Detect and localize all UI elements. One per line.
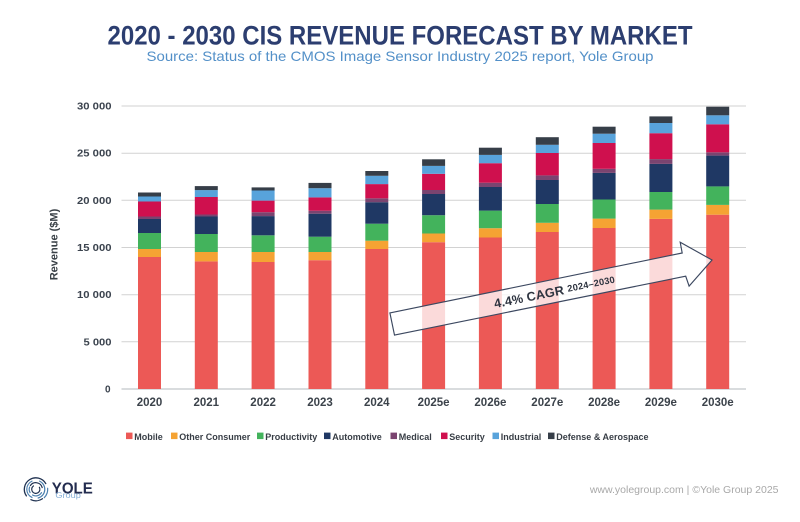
svg-text:2020: 2020 xyxy=(137,397,163,409)
svg-text:2027e: 2027e xyxy=(531,397,563,409)
svg-text:Automotive: Automotive xyxy=(332,432,382,442)
svg-text:Group: Group xyxy=(55,491,81,500)
svg-text:Revenue ($M): Revenue ($M) xyxy=(48,208,60,280)
svg-text:Other Consumer: Other Consumer xyxy=(179,432,251,442)
svg-text:Security: Security xyxy=(449,432,485,442)
svg-text:YOLE: YOLE xyxy=(52,481,93,498)
svg-text:2029e: 2029e xyxy=(645,397,677,409)
svg-text:2028e: 2028e xyxy=(588,397,620,409)
svg-text:2025e: 2025e xyxy=(418,397,450,409)
svg-text:10 000: 10 000 xyxy=(77,290,112,301)
svg-text:Industrial: Industrial xyxy=(501,432,542,442)
svg-text:Defense & Aerospace: Defense & Aerospace xyxy=(556,432,648,442)
svg-text:0: 0 xyxy=(105,385,111,396)
svg-text:Productivity: Productivity xyxy=(265,432,317,442)
svg-text:Mobile: Mobile xyxy=(134,432,163,442)
svg-text:2020 - 2030 CIS REVENUE FORECA: 2020 - 2030 CIS REVENUE FORECAST BY MARK… xyxy=(108,21,693,51)
svg-text:2021: 2021 xyxy=(194,397,220,409)
svg-text:Medical: Medical xyxy=(399,432,432,442)
svg-text:20 000: 20 000 xyxy=(77,196,112,207)
svg-text:2026e: 2026e xyxy=(474,397,506,409)
svg-text:5 000: 5 000 xyxy=(84,337,112,348)
svg-text:2030e: 2030e xyxy=(702,397,734,409)
svg-text:25 000: 25 000 xyxy=(77,149,112,160)
svg-text:15 000: 15 000 xyxy=(77,243,112,254)
svg-text:2023: 2023 xyxy=(307,397,333,409)
svg-text:www.yolegroup.com | ©Yole Grou: www.yolegroup.com | ©Yole Group 2025 xyxy=(589,484,779,496)
svg-text:30 000: 30 000 xyxy=(77,102,112,113)
svg-text:2022: 2022 xyxy=(250,397,276,409)
svg-text:Source: Status of the CMOS Ima: Source: Status of the CMOS Image Sensor … xyxy=(147,48,654,64)
svg-text:2024: 2024 xyxy=(364,397,390,409)
